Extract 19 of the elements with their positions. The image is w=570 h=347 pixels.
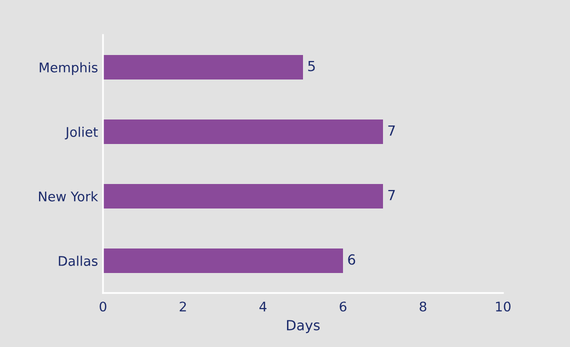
x-tick-label: 6 [340, 302, 346, 312]
y-tick-label: Memphis [40, 62, 98, 76]
bar [103, 184, 383, 209]
x-tick-label: 10 [496, 302, 511, 312]
data-label: 6 [348, 254, 356, 265]
bar [103, 54, 303, 80]
data-label: 7 [388, 125, 395, 136]
x-tick-label: 8 [420, 302, 426, 312]
y-tick-label: New York [39, 191, 98, 202]
x-tick-label: 2 [180, 302, 186, 312]
x-tick-label: 0 [100, 302, 106, 312]
bar [103, 248, 343, 274]
x-tick-label: 4 [259, 302, 266, 312]
data-label: 7 [388, 190, 395, 200]
y-tick-label: Dallas [58, 256, 98, 266]
x-axis-title: Days [287, 320, 320, 334]
bar [103, 119, 383, 144]
y-tick-label: Joliet [64, 126, 98, 140]
data-label: 5 [308, 60, 315, 72]
